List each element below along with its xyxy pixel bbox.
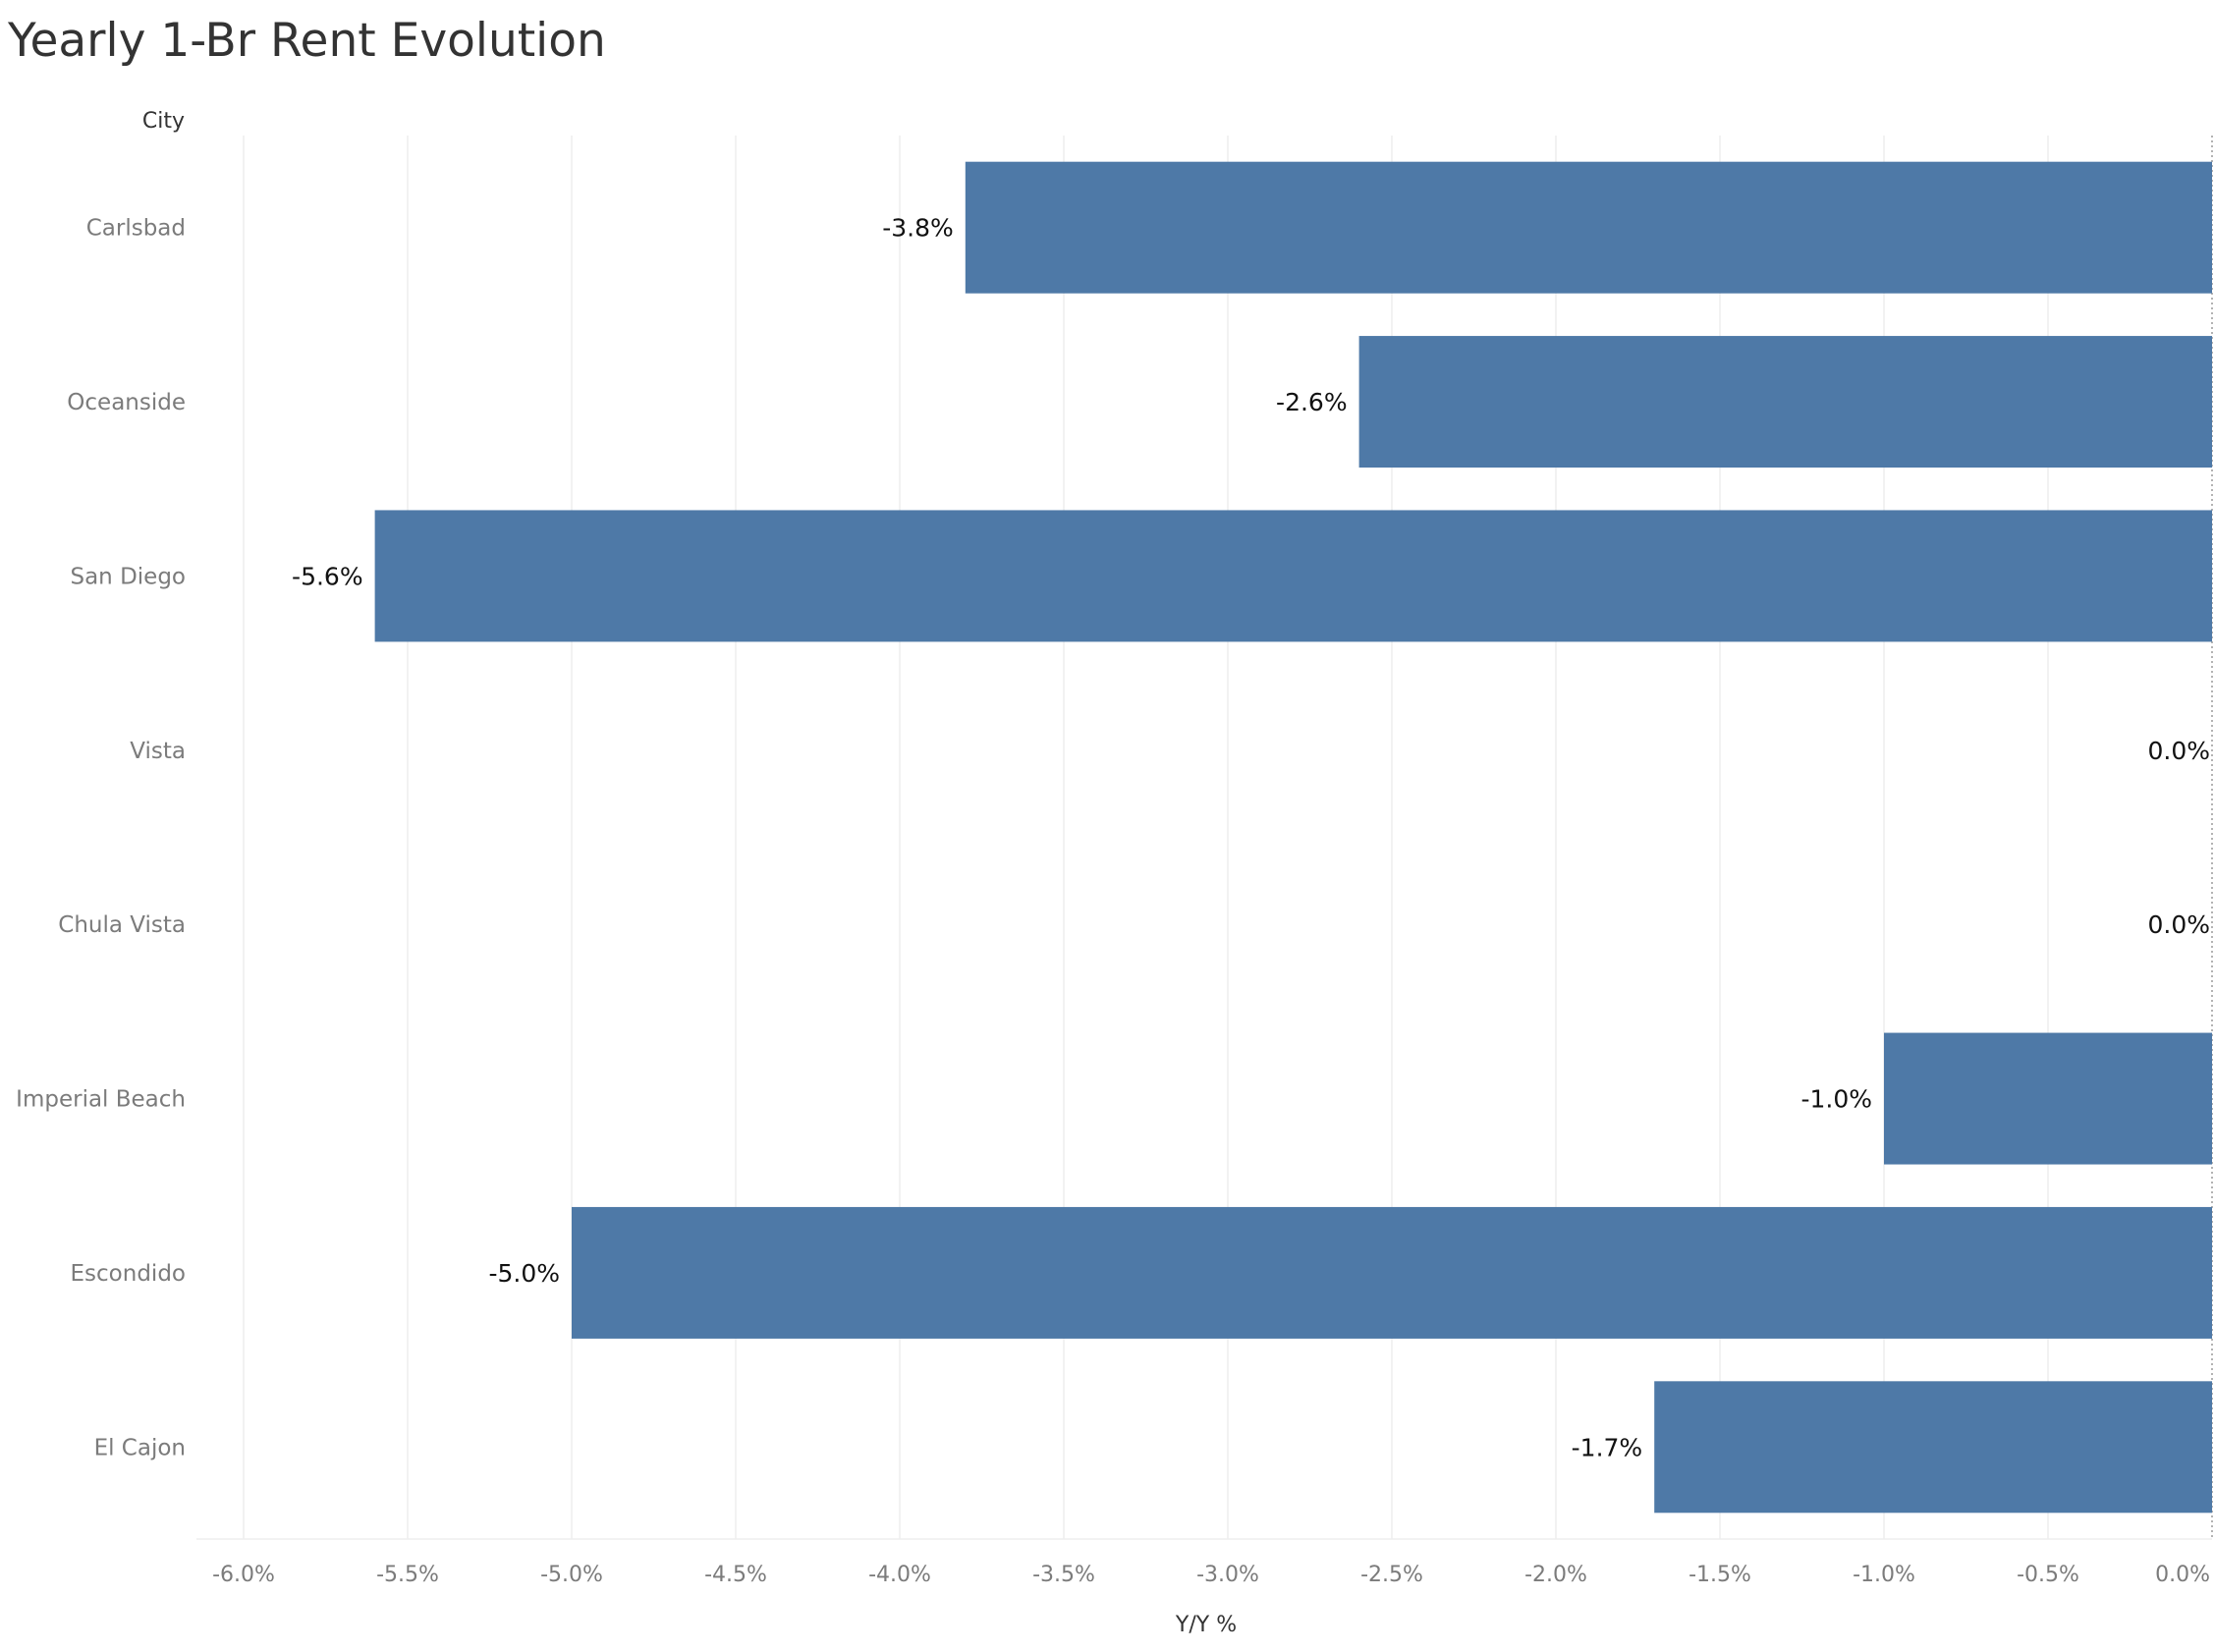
tick-label: -3.5%	[1032, 1563, 1095, 1587]
tick-label: -3.0%	[1196, 1563, 1259, 1587]
bar[interactable]	[572, 1206, 2212, 1339]
category-label: El Cajon	[94, 1435, 186, 1460]
tick-label: -0.5%	[2017, 1563, 2079, 1587]
tick-label: -1.5%	[1688, 1563, 1751, 1587]
tick-label: -5.5%	[376, 1563, 439, 1587]
bar[interactable]	[1884, 1032, 2212, 1165]
value-axis-title: Y/Y %	[1175, 1613, 1237, 1637]
data-label: 0.0%	[2147, 737, 2210, 765]
bars	[374, 161, 2213, 1514]
category-label: San Diego	[70, 564, 186, 589]
tick-labels: -6.0% -5.5% -5.0% -4.5% -4.0% -3.5% -3.0% -2.5%…	[212, 1563, 2210, 1587]
data-label: -1.7%	[1572, 1433, 1643, 1461]
tick-label: -2.5%	[1360, 1563, 1423, 1587]
category-label: Escondido	[71, 1261, 186, 1287]
tick-label: -4.5%	[704, 1563, 767, 1587]
data-label: -1.0%	[1800, 1085, 1872, 1114]
data-label: 0.0%	[2147, 910, 2210, 939]
category-label: Oceanside	[67, 390, 186, 415]
tick-label: 0.0%	[2155, 1563, 2210, 1587]
bar[interactable]	[1654, 1381, 2212, 1514]
bar[interactable]	[1358, 336, 2212, 468]
category-label: Imperial Beach	[16, 1087, 186, 1113]
data-label: -5.6%	[292, 562, 363, 590]
bar[interactable]	[374, 510, 2213, 642]
category-label: Carlsbad	[86, 216, 186, 242]
tick-label: -1.0%	[1853, 1563, 1915, 1587]
data-label: -3.8%	[882, 214, 954, 243]
tick-label: -5.0%	[540, 1563, 603, 1587]
tick-label: -2.0%	[1524, 1563, 1587, 1587]
bar[interactable]	[965, 161, 2212, 294]
data-labels: -3.8% -2.6% -5.6% 0.0% 0.0% -1.0% -5.0% -1.7%	[292, 214, 2210, 1462]
data-label: -5.0%	[488, 1259, 560, 1288]
tick-label: -6.0%	[212, 1563, 275, 1587]
data-label: -2.6%	[1276, 388, 1348, 416]
category-labels: Carlsbad Oceanside San Diego Vista Chula Vis…	[16, 216, 186, 1461]
category-label: Chula Vista	[58, 912, 186, 938]
chart-title: Yearly 1-Br Rent Evolution	[8, 14, 606, 68]
tick-label: -4.0%	[868, 1563, 931, 1587]
category-axis-title: City	[142, 109, 185, 134]
category-label: Vista	[130, 739, 186, 764]
